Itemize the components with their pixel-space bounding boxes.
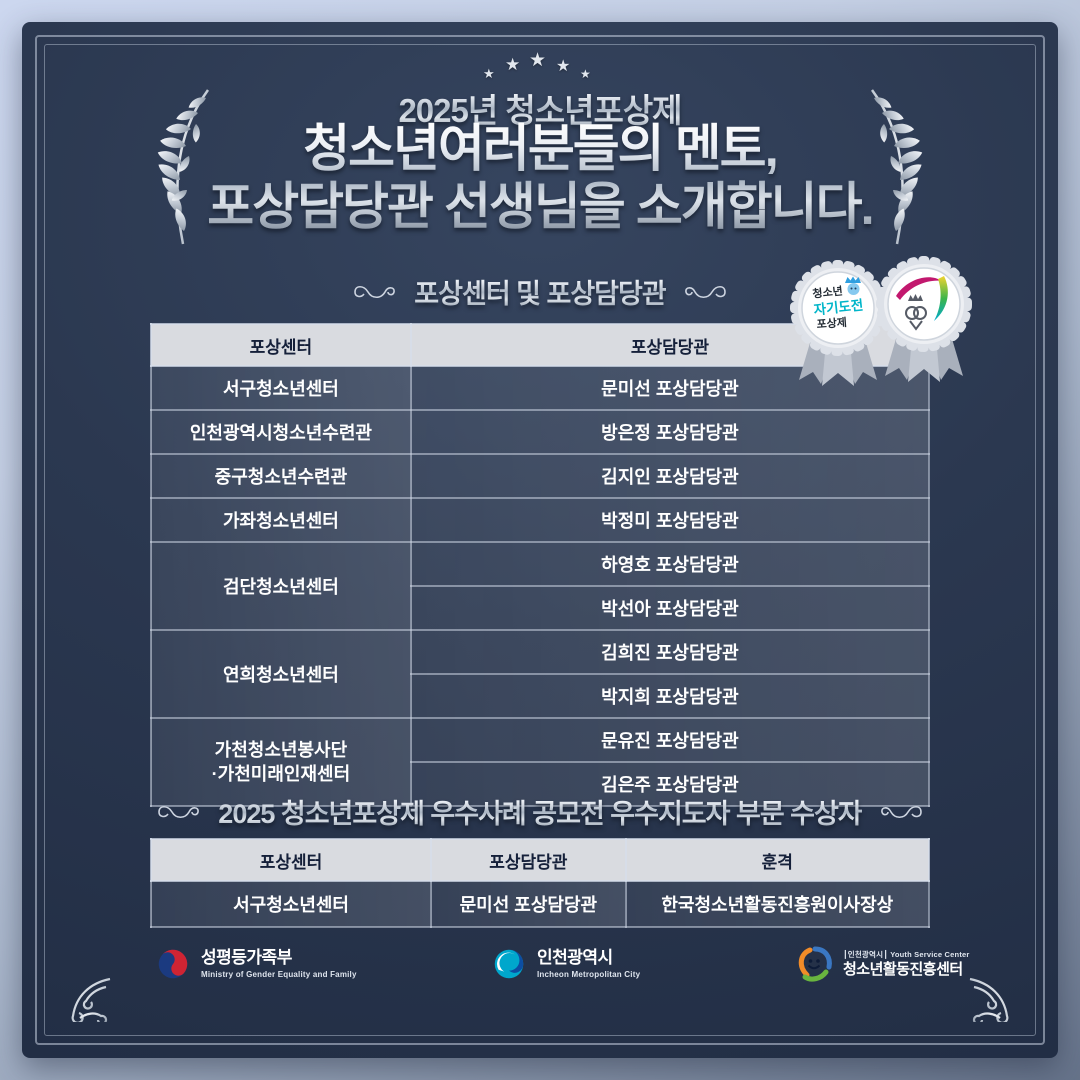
section1-header: 포상센터 및 포상담당관: [22, 272, 1058, 311]
poster-subtitle: 2025년 청소년포상제: [22, 84, 1058, 132]
youth-challenge-award-medal: 청소년 자기도전 포상제: [790, 260, 886, 386]
table-row: 김은주 포상담당관: [151, 761, 931, 807]
taegeuk-icon: [158, 949, 188, 979]
laurel-branch-icon: [157, 89, 210, 245]
center-cell: 서구청소년센터: [149, 880, 433, 928]
crown-loops-emblem-icon: [905, 294, 927, 331]
star-icon: ★: [529, 50, 547, 71]
center-cell: 연희청소년센터: [150, 629, 412, 719]
poster-panel: ★ ★ ★ ★ ★ 2025년 청소년포상제 청소년여러분들의 멘: [22, 22, 1058, 1058]
officer-cell: 김지인 포상담당관: [409, 453, 931, 499]
table-row: 인천광역시청소년수련관 방은정 포상담당관: [150, 409, 931, 455]
section2-header: 2025 청소년포상제 우수사례 공모전 우수지도자 부문 수상자: [22, 792, 1058, 831]
column-header-center: 포상센터: [150, 323, 412, 367]
officer-cell: 박선아 포상담당관: [409, 585, 931, 631]
table-header-row: 포상센터 포상담당관 훈격: [149, 838, 931, 882]
table-row: 연희청소년센터 김희진 포상담당관: [150, 629, 931, 719]
officer-cell: 하영호 포상담당관: [409, 541, 931, 587]
swirl-ornament-icon: [880, 805, 922, 818]
table-row: 서구청소년센터 문미선 포상담당관 한국청소년활동진흥원이사장상: [149, 880, 931, 928]
table-row: 중구청소년수련관 김지인 포상담당관: [150, 453, 931, 499]
table-row: 가천청소년봉사단 ·가천미래인재센터 문유진 포상담당관: [150, 717, 931, 807]
center-cell: 검단청소년센터: [150, 541, 412, 631]
city-name: 인천광역시: [537, 948, 613, 968]
table-row: 서구청소년센터 문미선 포상담당관: [150, 365, 931, 411]
table-row: 가좌청소년센터 박정미 포상담당관: [150, 497, 931, 543]
corner-flourish-icon: [71, 977, 111, 1022]
officer-cell: 문유진 포상담당관: [409, 717, 931, 763]
smiley-triangle-icon: [798, 946, 832, 982]
center-cell-line1: 가천청소년봉사단: [214, 739, 348, 760]
officer-cell: 문미선 포상담당관: [430, 880, 627, 928]
section2-title: 2025 청소년포상제 우수사례 공모전 우수지도자 부문 수상자: [218, 792, 862, 831]
star-icon: ★: [483, 66, 495, 81]
laurel-branch-icon: [870, 89, 923, 245]
star-icon: ★: [556, 58, 571, 75]
star-icon: ★: [505, 55, 521, 74]
officer-cell: 김희진 포상담당관: [409, 629, 931, 675]
ministry-logo: 성평등가족부 Ministry of Gender Equality and F…: [154, 940, 357, 988]
international-award-medal: [876, 256, 972, 382]
section1-title: 포상센터 및 포상담당관: [414, 272, 666, 311]
ministry-name-en: Ministry of Gender Equality and Family: [201, 969, 357, 979]
youth-center-tagline: ┃인천광역시┃ Youth Service Center: [843, 950, 970, 960]
youth-center-name: 청소년활동진흥센터: [843, 961, 963, 979]
city-name-en: Incheon Metropolitan City: [537, 969, 641, 979]
incheon-swirl-icon: [494, 949, 524, 979]
officer-cell: 박정미 포상담당관: [409, 497, 931, 543]
officer-cell: 박지희 포상담당관: [409, 673, 931, 719]
officer-cell: 김은주 포상담당관: [409, 761, 931, 807]
center-cell: 인천광역시청소년수련관: [150, 409, 412, 455]
center-cell: 서구청소년센터: [150, 365, 412, 411]
youth-center-logo: ┃인천광역시┃ Youth Service Center 청소년활동진흥센터: [794, 940, 970, 988]
center-cell-line2: ·가천미래인재센터: [211, 764, 351, 784]
officer-cell: 방은정 포상담당관: [409, 409, 931, 455]
star-icon: ★: [580, 67, 591, 81]
column-header-award-class: 훈격: [624, 838, 931, 882]
swirl-ornament-icon: [158, 805, 200, 818]
swirl-ornament-icon: [684, 285, 726, 298]
contest-winner-table: 포상센터 포상담당관 훈격 서구청소년센터 문미선 포상담당관 한국청소년활동진…: [149, 838, 931, 928]
medal-text-line3: 포상제: [816, 315, 847, 331]
center-cell: 가좌청소년센터: [150, 497, 412, 543]
crown-icon: [845, 276, 861, 283]
award-class-cell: 한국청소년활동진흥원이사장상: [624, 880, 931, 928]
table-row: 박선아 포상담당관: [151, 585, 931, 631]
incheon-city-logo: 인천광역시 Incheon Metropolitan City: [490, 940, 640, 988]
poster-title-line2: 포상담당관 선생님을 소개합니다.: [207, 177, 873, 235]
medal-text-line2: 자기도전: [813, 296, 864, 317]
corner-flourish-icon: [969, 977, 1009, 1022]
swirl-ornament-icon: [354, 285, 396, 298]
poster-title: 청소년여러분들의 멘토, 포상담당관 선생님을 소개합니다.: [22, 120, 1058, 235]
award-centers-table: 포상센터 포상담당관 서구청소년센터 문미선 포상담당관 인천광역시청소년수련관…: [150, 323, 931, 807]
table-row: 박지희 포상담당관: [151, 673, 931, 719]
medal-text-line1: 청소년: [812, 283, 844, 300]
center-cell: 가천청소년봉사단 ·가천미래인재센터: [150, 717, 412, 807]
green-feather-icon: [934, 276, 948, 321]
center-cell: 중구청소년수련관: [150, 453, 412, 499]
poster-title-line1: 청소년여러분들의 멘토,: [303, 120, 777, 177]
column-header-center: 포상센터: [149, 838, 433, 882]
column-header-officer: 포상담당관: [430, 838, 627, 882]
magenta-swoosh-icon: [896, 277, 942, 300]
table-row: 검단청소년센터 하영호 포상담당관: [150, 541, 931, 631]
ministry-name: 성평등가족부: [201, 948, 292, 968]
